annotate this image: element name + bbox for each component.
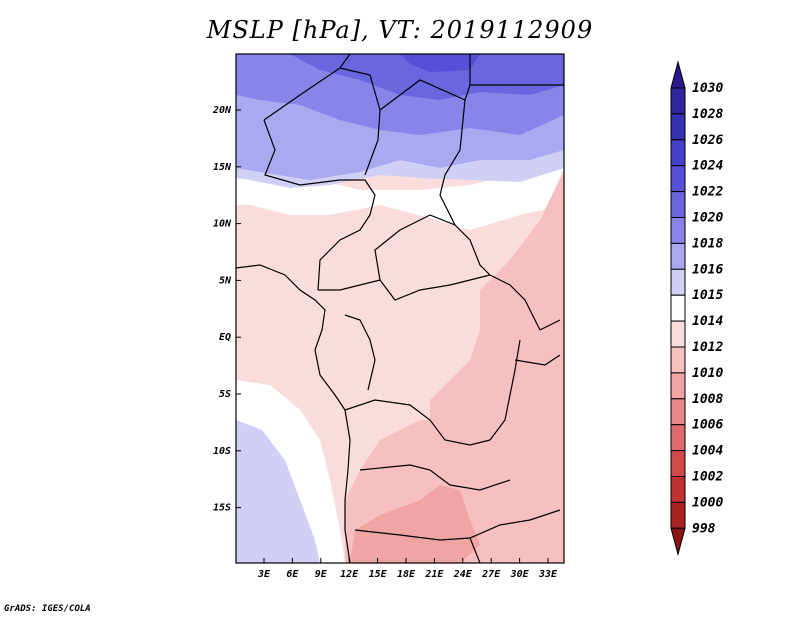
longitude-labels: 3E 6E 9E 12E 15E 18E 21E 24E 27E 30E 33E [257,558,558,580]
colorbar-label: 1008 [692,392,723,407]
colorbar-label: 1030 [692,81,723,96]
lon-label: 3E [257,569,271,580]
map-title: MSLP [hPa], VT: 2019112909 [206,16,594,44]
colorbar-segment [670,424,686,452]
plot-frame [235,53,565,564]
colorbar-segment [670,398,686,426]
colorbar-segment [670,217,686,244]
field-1008 [350,485,480,563]
colorbar-top-arrow [670,60,686,89]
lat-label: 5S [219,389,231,400]
colorbar-segment [670,476,686,503]
colorbar-label: 1015 [692,288,723,303]
lat-label: 10S [213,446,231,457]
colorbar-label: 1024 [692,159,723,174]
grads-credit: GrADS: IGES/COLA [4,604,91,614]
colorbar-label: 1016 [692,262,723,277]
field-1020 [290,54,564,100]
lon-label: 12E [340,569,359,580]
colorbar-label: 1004 [692,444,723,459]
field-1014-north [236,160,564,230]
borders [236,54,564,563]
field-1022 [400,54,480,72]
colorbar-segment [670,320,686,348]
border-niger-south [263,119,376,196]
border-cameroon-south [318,279,381,291]
border-car [374,214,491,281]
lon-label: 24E [453,569,473,580]
colorbar-segment [670,346,686,374]
colorbar: 1030 1028 1026 1024 1022 1020 1018 1016 1015 1014… [670,60,723,557]
colorbar-segment [670,268,686,296]
lon-label: 30E [510,569,530,580]
border-nigeria-cameroon [317,194,376,291]
colorbar-label: 1010 [692,366,723,381]
lon-label: 27E [481,569,501,580]
lon-label: 33E [538,569,558,580]
border-kenya [539,319,561,331]
colorbar-label: 1012 [692,340,723,355]
colorbar-segment [670,501,686,529]
colorbar-label: 1020 [692,211,723,226]
border-angola-zambia [359,464,511,491]
lon-label: 9E [315,569,328,580]
colorbar-segment [670,113,686,141]
colorbar-segment [670,294,686,322]
border-drc-angola [344,399,491,446]
colorbar-label: 1022 [692,185,723,200]
lat-label: 10N [213,219,232,230]
border-congo [344,314,376,391]
border-car-drc [379,274,491,301]
lat-label: 20N [212,105,232,116]
colorbar-bottom-arrow [670,527,686,557]
pressure-field [236,54,564,563]
lon-label: 18E [397,569,416,580]
colorbar-segment [670,242,686,270]
colorbar-label: 998 [692,521,716,536]
colorbar-segment [670,87,686,115]
coastline [236,264,351,563]
colorbar-segment [670,139,686,167]
border-nw [263,54,351,121]
colorbar-label: 1028 [692,107,723,122]
colorbar-label: 1018 [692,236,723,251]
colorbar-label: 1006 [692,418,723,433]
lat-label: 15N [213,162,232,173]
lat-label: 15S [213,503,231,514]
colorbar-segment [670,165,686,193]
lon-label: 6E [286,569,299,580]
lat-label: EQ [219,332,231,343]
border-south-sudan [489,274,541,331]
border-lake-victoria [514,354,561,366]
colorbar-label: 1014 [692,314,723,329]
colorbar-segment [670,450,686,478]
field-1015-southwest [236,420,320,563]
lon-label: 21E [424,569,444,580]
colorbar-segment [670,372,686,400]
latitude-labels: 20N 15N 10N 5N EQ 5S 10S 15S [212,105,241,514]
lat-label: 5N [219,275,232,286]
colorbar-label: 1026 [692,133,723,148]
border-chad-sudan [379,79,466,226]
border-botswana [469,537,481,563]
colorbar-segment [670,191,686,219]
colorbar-label: 1002 [692,470,723,485]
colorbar-label: 1000 [692,495,723,510]
lon-label: 15E [369,569,388,580]
